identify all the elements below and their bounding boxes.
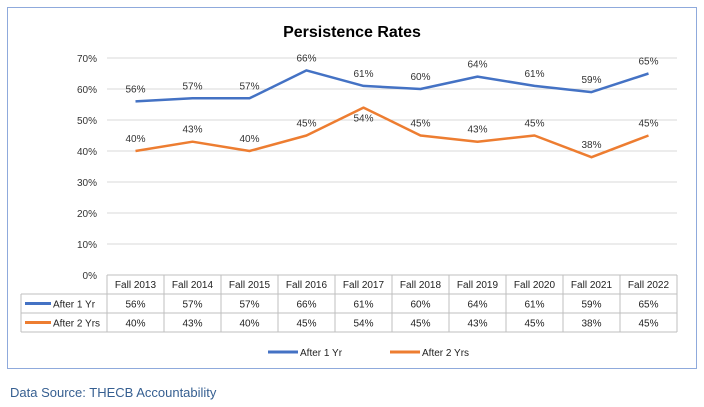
table-cell: 43% [182, 319, 202, 330]
table-cell: 40% [125, 319, 145, 330]
data-label: 54% [353, 114, 373, 125]
table-cell: 40% [239, 319, 259, 330]
x-tick-label: Fall 2021 [571, 280, 613, 291]
table-cell: 56% [125, 300, 145, 311]
data-label: 65% [638, 57, 658, 68]
table-cell: 61% [524, 300, 544, 311]
x-tick-label: Fall 2014 [172, 280, 214, 291]
x-tick-label: Fall 2016 [286, 280, 328, 291]
table-cell: 54% [353, 319, 373, 330]
data-label: 64% [467, 60, 487, 71]
table-cell: 57% [239, 300, 259, 311]
data-label: 59% [581, 75, 601, 86]
x-tick-label: Fall 2019 [457, 280, 499, 291]
data-label: 66% [296, 53, 316, 64]
line-chart: Persistence Rates 0% 10% 20% 30% 40% 50% 60% 70%… [20, 24, 678, 359]
table-cell: 38% [581, 319, 601, 330]
x-tick-label: Fall 2017 [343, 280, 385, 291]
table-cell: 45% [410, 319, 430, 330]
x-tick-label: Fall 2013 [115, 280, 157, 291]
table-cell: 45% [524, 319, 544, 330]
y-tick-label: 10% [77, 240, 97, 251]
table-series-label: After 1 Yr [53, 300, 96, 311]
data-label: 40% [239, 134, 259, 145]
table-cell: 61% [353, 300, 373, 311]
chart-title: Persistence Rates [283, 24, 421, 41]
legend-label: After 2 Yrs [422, 348, 469, 359]
data-label: 61% [524, 69, 544, 80]
y-tick-label: 30% [77, 178, 97, 189]
data-label: 45% [524, 119, 544, 130]
data-label: 43% [467, 125, 487, 136]
data-label: 45% [410, 119, 430, 130]
series-line-1 [135, 69, 649, 103]
x-tick-label: Fall 2018 [400, 280, 442, 291]
series-line-2 [135, 106, 649, 159]
table-cell: 45% [638, 319, 658, 330]
data-label: 56% [125, 84, 145, 95]
table-series-label: After 2 Yrs [53, 319, 100, 330]
y-tick-label: 70% [77, 54, 97, 65]
data-label: 45% [296, 119, 316, 130]
y-tick-label: 20% [77, 209, 97, 220]
table-cell: 57% [182, 300, 202, 311]
legend-label: After 1 Yr [300, 348, 343, 359]
data-label: 60% [410, 72, 430, 83]
data-label: 43% [182, 125, 202, 136]
data-label: 40% [125, 134, 145, 145]
table-cell: 45% [296, 319, 316, 330]
y-tick-label: 0% [83, 271, 98, 282]
data-label: 38% [581, 140, 601, 151]
table-cell: 43% [467, 319, 487, 330]
table-cell: 64% [467, 300, 487, 311]
y-tick-label: 50% [77, 116, 97, 127]
y-tick-label: 60% [77, 85, 97, 96]
table-cell: 59% [581, 300, 601, 311]
chart-frame [7, 7, 697, 369]
data-label: 57% [239, 81, 259, 92]
data-source-note: Data Source: THECB Accountability [10, 385, 217, 400]
table-cell: 60% [410, 300, 430, 311]
x-tick-label: Fall 2015 [229, 280, 271, 291]
data-label: 57% [182, 81, 202, 92]
table-cell: 65% [638, 300, 658, 311]
data-label: 45% [638, 119, 658, 130]
x-tick-label: Fall 2020 [514, 280, 556, 291]
data-label: 61% [353, 69, 373, 80]
y-tick-label: 40% [77, 147, 97, 158]
x-tick-label: Fall 2022 [628, 280, 670, 291]
table-cell: 66% [296, 300, 316, 311]
